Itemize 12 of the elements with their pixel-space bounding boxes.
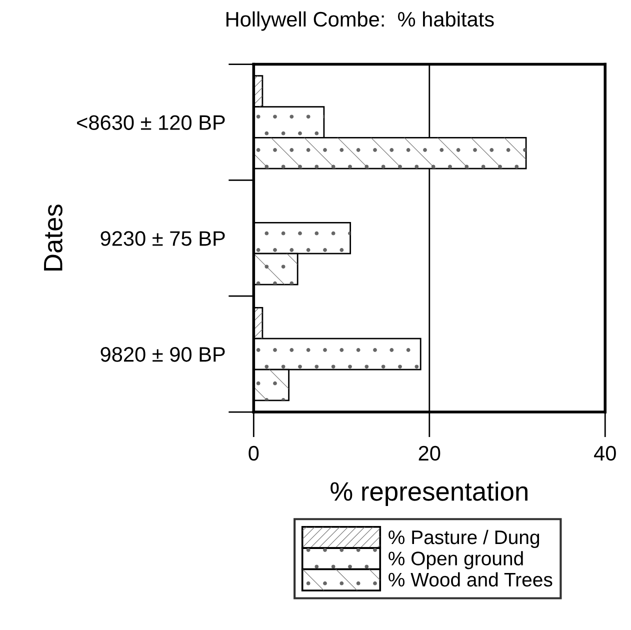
x-tick-label: 20 (418, 446, 440, 461)
y-tick-label: 9230 ± 75 BP (100, 231, 225, 246)
y-tick-label: 9820 ± 90 BP (100, 347, 225, 362)
legend-label: % Pasture / Dung (388, 530, 540, 548)
x-axis-title: % representation (330, 481, 528, 506)
x-tick-label: 0 (248, 446, 259, 461)
chart-title: Hollywell Combe: % habitats (226, 11, 494, 31)
legend-label: % Wood and Trees (388, 572, 552, 587)
legend-label: % Open ground (388, 551, 523, 570)
x-tick-label: 40 (594, 446, 616, 461)
y-axis-title: Dates (44, 204, 62, 270)
y-tick-label: <8630 ± 120 BP (77, 115, 225, 130)
